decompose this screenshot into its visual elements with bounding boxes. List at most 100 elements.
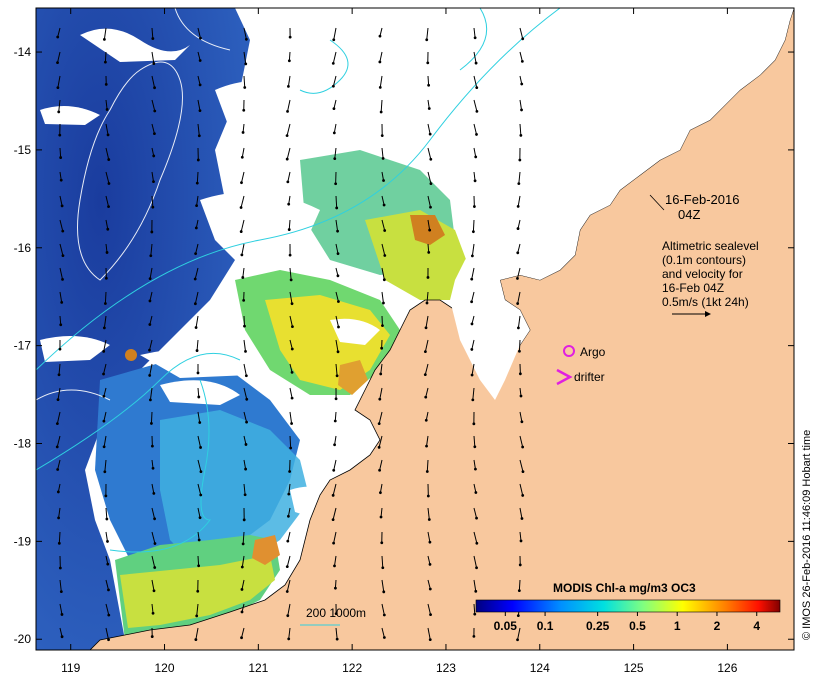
- velocity-arrow: [473, 147, 477, 157]
- y-tick-label: -19: [14, 534, 32, 548]
- velocity-arrow: [381, 243, 386, 256]
- velocity-arrow: [196, 603, 199, 616]
- x-tick-label: 124: [530, 661, 550, 675]
- velocity-arrow-head: [426, 276, 430, 279]
- velocity-arrow: [425, 387, 429, 398]
- velocity-arrow: [427, 171, 432, 184]
- velocity-arrow-head: [380, 134, 384, 138]
- velocity-arrow-head: [105, 517, 109, 521]
- velocity-arrow: [196, 195, 199, 206]
- velocity-arrow: [241, 243, 245, 255]
- velocity-arrow: [104, 51, 107, 63]
- velocity-arrow: [195, 627, 199, 640]
- velocity-arrow-head: [245, 397, 249, 401]
- velocity-arrow-head: [55, 422, 59, 426]
- x-tick-label: 121: [248, 661, 268, 675]
- velocity-arrow: [332, 483, 337, 496]
- velocity-arrow: [473, 75, 478, 88]
- velocity-arrow: [379, 75, 383, 88]
- velocity-arrow-head: [150, 444, 154, 448]
- velocity-arrow: [59, 291, 63, 303]
- velocity-arrow-head: [194, 326, 198, 329]
- velocity-arrow: [333, 531, 337, 544]
- velocity-arrow-head: [199, 493, 203, 497]
- velocity-arrow: [243, 459, 247, 470]
- velocity-arrow-head: [331, 84, 335, 88]
- velocity-arrow-head: [58, 133, 62, 137]
- velocity-arrow: [427, 195, 431, 208]
- velocity-arrow-head: [475, 516, 478, 520]
- colorbar-gradient: [475, 599, 781, 613]
- velocity-arrow: [241, 627, 245, 638]
- velocity-arrow: [197, 555, 200, 566]
- velocity-arrow-head: [379, 491, 382, 495]
- velocity-arrow: [243, 483, 246, 495]
- velocity-arrow-head: [380, 346, 384, 350]
- velocity-arrow: [59, 315, 62, 325]
- velocity-arrow-head: [60, 204, 64, 208]
- velocity-arrow: [288, 627, 291, 639]
- velocity-arrow-head: [474, 491, 478, 494]
- velocity-arrow: [105, 579, 109, 590]
- velocity-arrow-head: [331, 61, 335, 65]
- velocity-arrow: [334, 411, 337, 422]
- velocity-arrow: [379, 459, 383, 471]
- velocity-arrow-head: [198, 59, 202, 62]
- velocity-arrow-head: [56, 35, 60, 39]
- velocity-arrow: [379, 387, 383, 400]
- velocity-arrow-head: [473, 179, 477, 183]
- velocity-arrow: [473, 51, 477, 64]
- colorbar-tick-label: 0.5: [629, 619, 646, 633]
- bathymetry-scale-label: 200 1000m: [306, 606, 366, 620]
- velocity-arrow-head: [241, 131, 245, 134]
- velocity-arrow-head: [240, 181, 243, 185]
- argo-label: Argo: [580, 345, 606, 359]
- velocity-arrow-head: [61, 229, 65, 233]
- velocity-arrow-head: [475, 86, 479, 90]
- velocity-arrow-head: [244, 443, 248, 446]
- velocity-arrow: [427, 603, 432, 615]
- velocity-arrow: [103, 435, 107, 447]
- velocity-arrow: [471, 339, 475, 350]
- velocity-arrow-head: [337, 300, 340, 303]
- velocity-arrow: [427, 147, 432, 160]
- velocity-arrow: [194, 267, 199, 280]
- y-tick-label: -15: [14, 143, 32, 157]
- velocity-arrow: [289, 267, 292, 280]
- velocity-arrow-head: [102, 37, 106, 41]
- velocity-arrow-head: [288, 35, 292, 39]
- velocity-arrow-head: [470, 322, 474, 326]
- velocity-arrow-head: [199, 446, 202, 449]
- velocity-arrow: [197, 123, 200, 136]
- velocity-arrow: [471, 267, 475, 280]
- colorbar-title: MODIS Chl-a mg/m3 OC3: [553, 581, 696, 595]
- drifter-label: drifter: [574, 370, 605, 384]
- velocity-arrow-head: [334, 612, 338, 616]
- velocity-arrow: [151, 123, 155, 134]
- velocity-arrow-head: [428, 228, 432, 232]
- velocity-arrow-head: [475, 541, 479, 545]
- velocity-arrow-head: [473, 612, 477, 616]
- velocity-arrow-head: [287, 637, 291, 641]
- velocity-arrow: [289, 435, 292, 449]
- velocity-arrow-head: [519, 394, 523, 398]
- velocity-arrow: [286, 123, 291, 136]
- velocity-arrow-head: [516, 251, 520, 255]
- velocity-arrow: [425, 315, 429, 328]
- velocity-arrow-head: [148, 323, 152, 326]
- velocity-arrow: [105, 147, 110, 160]
- velocity-arrow-head: [61, 277, 64, 281]
- velocity-arrow: [335, 627, 338, 640]
- velocity-arrow-head: [286, 614, 290, 618]
- velocity-arrow: [243, 363, 247, 376]
- velocity-arrow: [58, 99, 61, 112]
- velocity-arrow-head: [60, 300, 64, 304]
- velocity-arrow: [240, 219, 245, 232]
- velocity-arrow-head: [471, 230, 475, 234]
- velocity-arrow: [473, 531, 478, 544]
- velocity-arrow: [519, 51, 523, 62]
- velocity-arrow-head: [199, 36, 202, 40]
- velocity-arrow-head: [517, 182, 521, 186]
- velocity-arrow-head: [103, 470, 107, 474]
- velocity-arrow-head: [331, 493, 335, 497]
